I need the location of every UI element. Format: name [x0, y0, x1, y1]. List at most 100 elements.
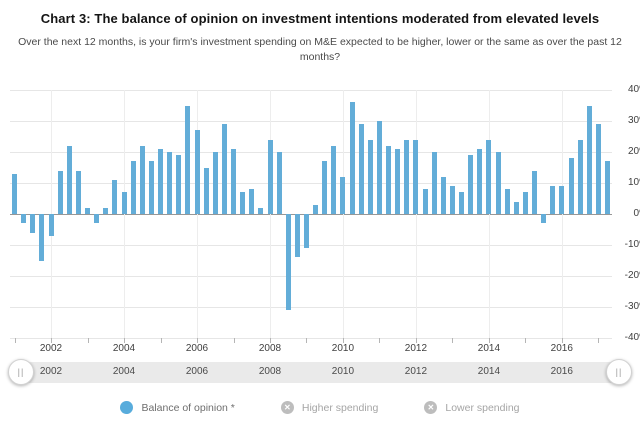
bar-2015-Q1[interactable] — [522, 192, 528, 214]
bar-2011-Q2[interactable] — [386, 145, 391, 214]
bar-2003-Q1[interactable] — [85, 207, 90, 214]
bar-2002-Q2[interactable] — [57, 170, 63, 214]
gridline-vertical — [124, 90, 125, 338]
bar-2010-Q1[interactable] — [340, 176, 346, 214]
bar-2008-Q4[interactable] — [294, 214, 300, 258]
x-axis-label: 2010 — [331, 343, 355, 354]
bar-2013-Q1[interactable] — [449, 186, 455, 214]
bar-2012-Q1[interactable] — [413, 139, 419, 214]
bar-2013-Q3[interactable] — [468, 155, 474, 214]
range-filter-track[interactable] — [20, 362, 620, 383]
bar-2009-Q2[interactable] — [313, 204, 319, 214]
bar-2006-Q2[interactable] — [203, 167, 209, 214]
bar-2011-Q4[interactable] — [404, 139, 410, 214]
bar-2001-Q2[interactable] — [21, 214, 27, 224]
bar-2016-Q3[interactable] — [577, 139, 583, 214]
bar-2017-Q1[interactable] — [595, 124, 601, 214]
series-dot-icon — [120, 401, 134, 414]
axis-tick — [233, 338, 235, 343]
bar-2010-Q2[interactable] — [349, 102, 355, 214]
bar-2016-Q1[interactable] — [559, 186, 565, 214]
bar-2002-Q1[interactable] — [48, 214, 54, 236]
bar-2013-Q2[interactable] — [459, 192, 464, 214]
bar-2015-Q4[interactable] — [550, 186, 556, 214]
y-axis-label: -40% — [624, 332, 640, 343]
bar-2002-Q4[interactable] — [75, 170, 81, 214]
bar-2008-Q3[interactable] — [285, 214, 291, 311]
gridline — [10, 183, 612, 184]
gridline-vertical — [561, 90, 563, 338]
x-axis-label: 2002 — [39, 343, 63, 354]
axis-tick — [306, 338, 308, 343]
bar-2009-Q1[interactable] — [303, 214, 309, 249]
bar-2016-Q2[interactable] — [568, 158, 574, 214]
y-axis-label: 30% — [627, 115, 640, 126]
bar-2012-Q3[interactable] — [431, 152, 437, 214]
bar-2005-Q3[interactable] — [176, 155, 182, 214]
x-axis-label: 2004 — [112, 343, 136, 354]
bar-2008-Q2[interactable] — [276, 152, 282, 214]
bar-2005-Q2[interactable] — [167, 152, 173, 214]
bar-2015-Q3[interactable] — [541, 214, 547, 224]
bar-2014-Q4[interactable] — [513, 201, 519, 214]
x-axis-label: 2016 — [550, 343, 573, 354]
gridline — [10, 245, 612, 246]
bar-2017-Q2[interactable] — [604, 161, 610, 214]
bar-2009-Q3[interactable] — [322, 161, 328, 214]
bar-2010-Q3[interactable] — [358, 124, 364, 214]
range-filter-right-handle[interactable]: || — [606, 359, 632, 385]
axis-tick — [160, 338, 162, 343]
bar-2003-Q2[interactable] — [94, 214, 100, 224]
range-filter-label: 2014 — [477, 366, 501, 377]
bar-2006-Q4[interactable] — [221, 124, 227, 214]
series-hidden-icon: ✕ — [280, 401, 294, 414]
bar-2003-Q4[interactable] — [112, 179, 118, 214]
bar-2016-Q4[interactable] — [586, 105, 592, 214]
bar-2005-Q4[interactable] — [185, 105, 191, 214]
bar-2007-Q3[interactable] — [249, 189, 255, 214]
bar-2004-Q2[interactable] — [130, 161, 136, 214]
y-axis-label: 20% — [627, 146, 640, 157]
bar-2006-Q1[interactable] — [194, 130, 200, 214]
bar-2004-Q1[interactable] — [121, 192, 127, 214]
bar-2012-Q2[interactable] — [422, 189, 428, 214]
axis-tick — [525, 338, 527, 343]
gridline — [10, 121, 612, 122]
legend-item[interactable]: Balance of opinion * — [120, 401, 235, 414]
bar-2001-Q1[interactable] — [12, 173, 18, 214]
bar-2011-Q1[interactable] — [376, 121, 382, 214]
bar-2001-Q3[interactable] — [30, 214, 36, 233]
y-axis-label: -20% — [624, 270, 640, 281]
bar-2004-Q3[interactable] — [139, 145, 145, 214]
bar-2009-Q4[interactable] — [331, 145, 337, 214]
range-filter-left-handle[interactable]: || — [8, 359, 34, 385]
bar-2011-Q3[interactable] — [395, 148, 401, 214]
legend-item[interactable]: ✕ Lower spending — [424, 401, 520, 414]
legend-item[interactable]: ✕ Higher spending — [280, 401, 378, 414]
axis-tick — [124, 338, 125, 343]
bar-2007-Q4[interactable] — [258, 207, 264, 214]
bar-2003-Q3[interactable] — [103, 207, 109, 214]
bar-2014-Q1[interactable] — [486, 139, 492, 214]
bar-2002-Q3[interactable] — [66, 145, 72, 214]
gridline — [10, 152, 612, 153]
bar-2015-Q2[interactable] — [532, 170, 537, 214]
axis-tick — [598, 338, 600, 343]
bar-2008-Q1[interactable] — [267, 139, 273, 214]
bar-2014-Q3[interactable] — [504, 189, 510, 214]
axis-tick — [415, 338, 417, 343]
gridline-vertical — [415, 90, 417, 338]
bar-2013-Q4[interactable] — [477, 148, 483, 214]
range-filter-label: 2008 — [258, 366, 282, 377]
bar-2007-Q1[interactable] — [231, 148, 236, 214]
bar-2004-Q4[interactable] — [148, 161, 154, 214]
range-filter: || || 2002 2004 2006 2008 2010 2012 2014 2016 — [0, 356, 640, 390]
bar-2012-Q4[interactable] — [440, 176, 446, 214]
series-hidden-icon: ✕ — [424, 401, 438, 414]
bar-2005-Q1[interactable] — [158, 148, 163, 214]
bar-2010-Q4[interactable] — [367, 139, 373, 214]
bar-2006-Q3[interactable] — [212, 152, 218, 214]
bar-2014-Q2[interactable] — [495, 152, 501, 214]
bar-2007-Q2[interactable] — [240, 192, 246, 214]
bar-2001-Q4[interactable] — [39, 214, 45, 261]
